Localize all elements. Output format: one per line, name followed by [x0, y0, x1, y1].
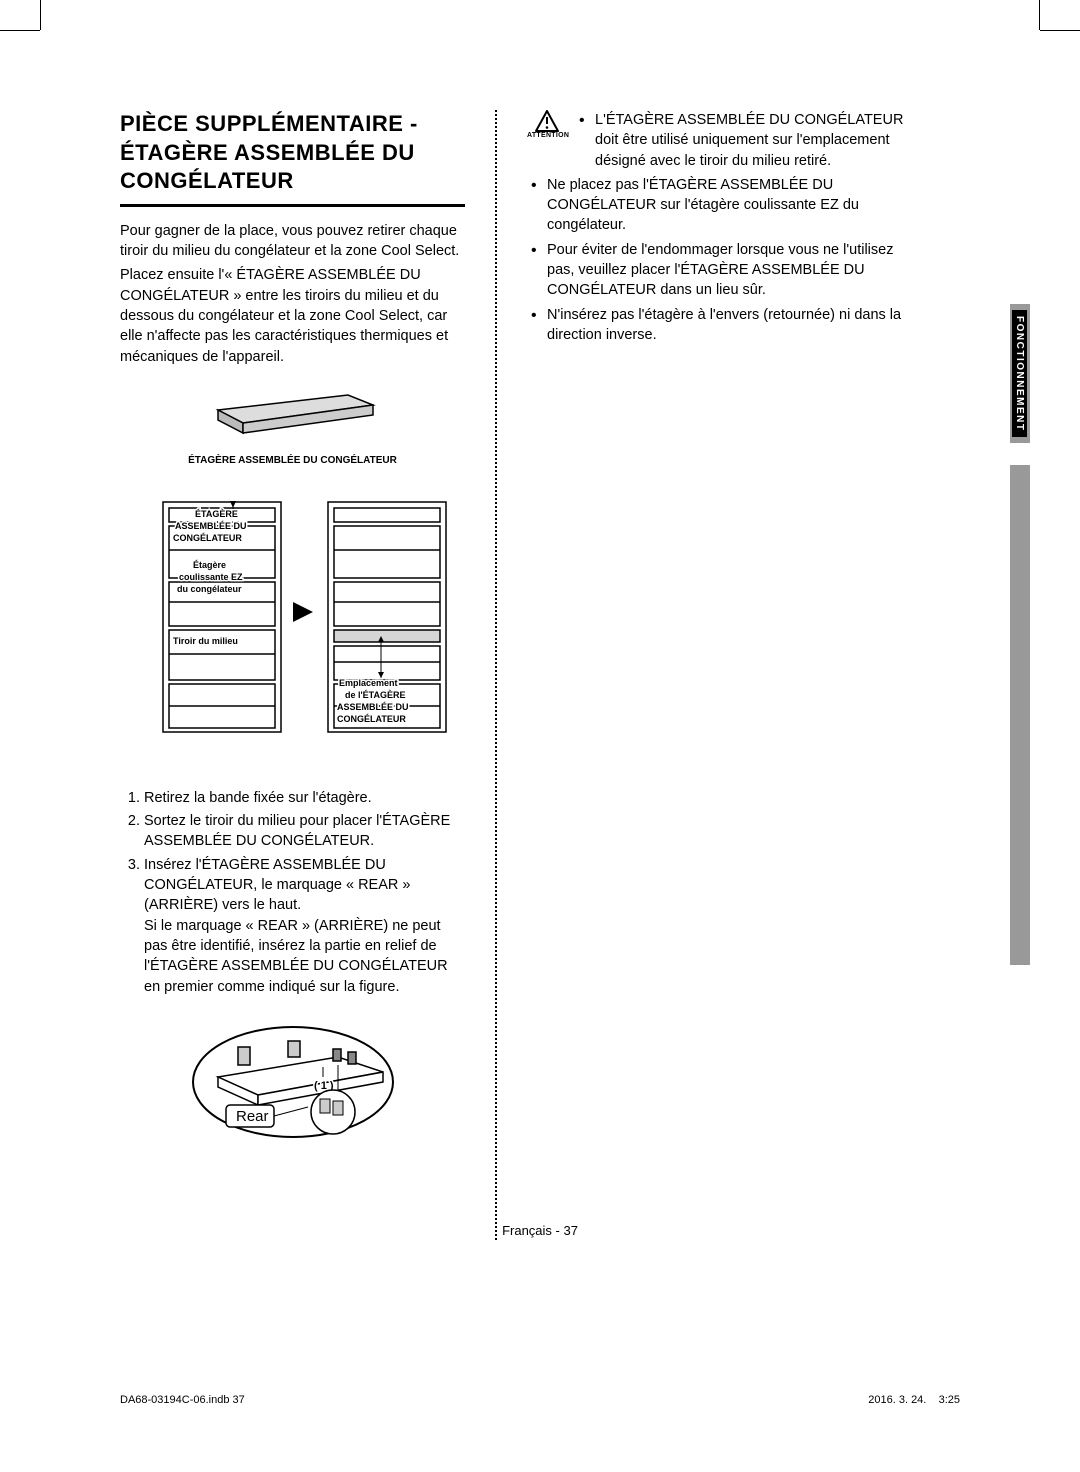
svg-text:Étagère: Étagère — [193, 560, 226, 570]
rear-diagram: ( 1 ) Rear — [188, 1017, 398, 1147]
crop-mark — [40, 0, 41, 30]
shelf-caption: ÉTAGÈRE ASSEMBLÉE DU CONGÉLATEUR — [120, 455, 465, 466]
left-column: PIÈCE SUPPLÉMENTAIRE - ÉTAGÈRE ASSEMBLÉE… — [120, 110, 465, 1240]
svg-text:du congélateur: du congélateur — [177, 584, 242, 594]
attention-icon: ATTENTION — [527, 110, 567, 139]
svg-text:Emplacement: Emplacement — [339, 678, 398, 688]
fridge-diagram: ÉTAGÈRE ASSEMBLÉE DU CONGÉLATEUR Étagère… — [133, 492, 453, 764]
intro-paragraph: Pour gagner de la place, vous pouvez ret… — [120, 221, 465, 262]
warning-item: Ne placez pas l'ÉTAGÈRE ASSEMBLÉE DU CON… — [527, 175, 907, 236]
page-number: Français - 37 — [0, 1223, 1080, 1238]
section-tab-label: FONCTIONNEMENT — [1012, 310, 1027, 437]
svg-text:CONGÉLATEUR: CONGÉLATEUR — [173, 533, 242, 543]
footer-right: 2016. 3. 24. 3:25 — [868, 1394, 960, 1406]
section-title: PIÈCE SUPPLÉMENTAIRE - ÉTAGÈRE ASSEMBLÉE… — [120, 110, 465, 207]
right-column: ATTENTION L'ÉTAGÈRE ASSEMBLÉE DU CONGÉLA… — [527, 110, 907, 1240]
shelf-diagram — [198, 385, 388, 445]
warning-item: N'insérez pas l'étagère à l'envers (reto… — [527, 305, 907, 346]
warning-item: Pour éviter de l'endommager lorsque vous… — [527, 240, 907, 301]
section-tab-tail — [1010, 465, 1030, 965]
svg-text:Tiroir du milieu: Tiroir du milieu — [173, 636, 238, 646]
step-item: Sortez le tiroir du milieu pour placer l… — [144, 811, 465, 852]
crop-mark — [1040, 30, 1080, 31]
crop-mark — [0, 30, 40, 31]
footer-left: DA68-03194C-06.indb 37 — [120, 1394, 245, 1406]
column-divider — [495, 110, 497, 1240]
crop-mark — [1039, 0, 1040, 30]
svg-text:de l'ÉTAGÈRE: de l'ÉTAGÈRE — [345, 690, 405, 700]
rear-label: Rear — [236, 1108, 269, 1125]
svg-text:ASSEMBLÉE DU: ASSEMBLÉE DU — [337, 702, 409, 712]
svg-text:ÉTAGÈRE: ÉTAGÈRE — [195, 509, 238, 519]
warning-item: L'ÉTAGÈRE ASSEMBLÉE DU CONGÉLATEUR doit … — [575, 110, 907, 171]
svg-text:coulissante EZ: coulissante EZ — [179, 572, 243, 582]
intro-paragraph: Placez ensuite l'« ÉTAGÈRE ASSEMBLÉE DU … — [120, 265, 465, 366]
svg-text:CONGÉLATEUR: CONGÉLATEUR — [337, 714, 406, 724]
attention-label: ATTENTION — [527, 132, 567, 139]
step-item: Insérez l'ÉTAGÈRE ASSEMBLÉE DU CONGÉLATE… — [144, 855, 465, 997]
section-tab: FONCTIONNEMENT — [1010, 304, 1030, 443]
footer: DA68-03194C-06.indb 37 2016. 3. 24. 3:25 — [120, 1394, 960, 1406]
svg-text:ASSEMBLÉE DU: ASSEMBLÉE DU — [175, 521, 247, 531]
step-item: Retirez la bande fixée sur l'étagère. — [144, 788, 465, 808]
steps-list: Retirez la bande fixée sur l'étagère. So… — [120, 788, 465, 997]
